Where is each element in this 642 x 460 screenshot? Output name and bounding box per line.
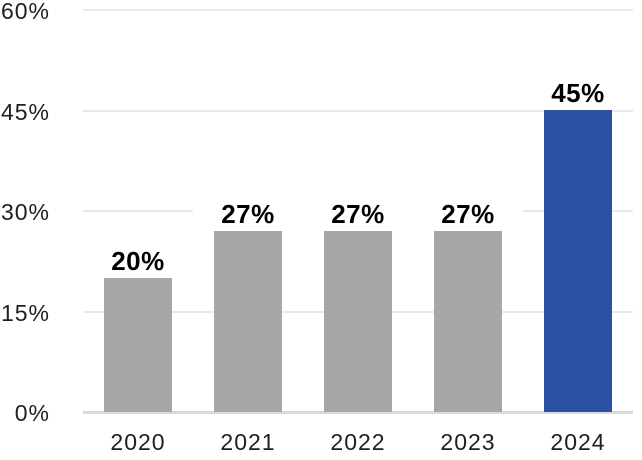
bar-2020: [104, 278, 172, 412]
bar-2022: [324, 231, 392, 412]
bar-data-label: 27%: [193, 199, 303, 229]
y-tick-label: 60%: [0, 0, 50, 24]
x-tick-label: 2020: [110, 429, 166, 455]
bar-data-label: 45%: [523, 78, 633, 108]
x-tick-label: 2024: [550, 429, 606, 455]
x-tick-label: 2021: [220, 429, 276, 455]
bar-data-label: 27%: [303, 199, 413, 229]
x-tick-label: 2023: [440, 429, 496, 455]
bar-2024: [544, 110, 612, 412]
bar-2021: [214, 231, 282, 412]
gridline: [83, 9, 633, 11]
x-axis-line: [83, 411, 633, 414]
y-tick-label: 15%: [0, 300, 50, 326]
bar-2023: [434, 231, 502, 412]
y-tick-label: 45%: [0, 99, 50, 125]
y-tick-label: 30%: [0, 199, 50, 225]
y-tick-label: 0%: [14, 400, 50, 426]
bar-data-label: 27%: [413, 199, 523, 229]
x-tick-label: 2022: [330, 429, 386, 455]
gridline: [83, 110, 633, 112]
bar-data-label: 20%: [83, 246, 193, 276]
